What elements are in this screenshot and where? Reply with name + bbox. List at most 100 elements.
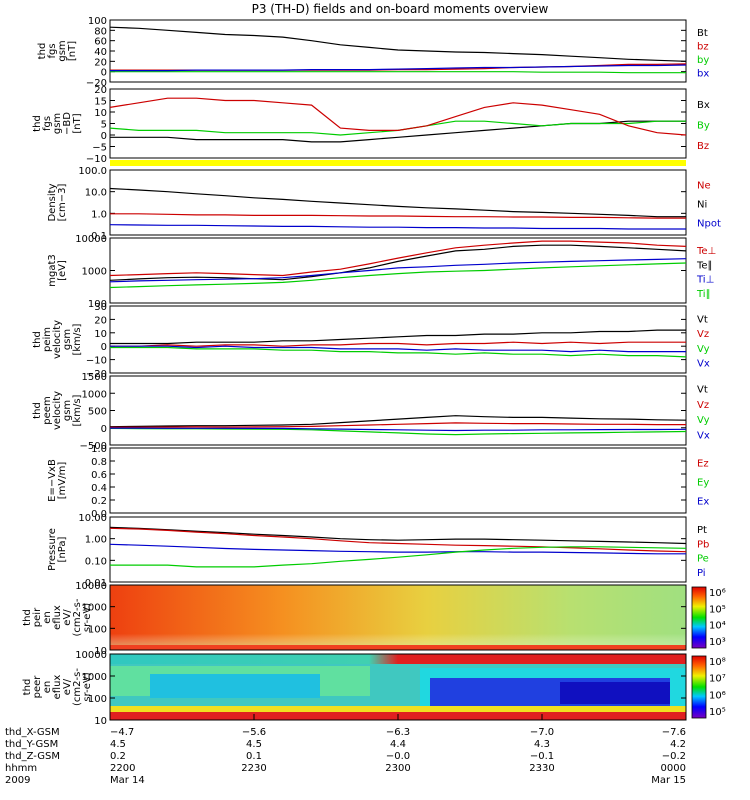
y-tick-label: 0 <box>101 131 107 142</box>
x-table-value: 0.1 <box>246 751 262 762</box>
y-tick-label: 1500 <box>82 372 107 383</box>
series-line <box>109 244 687 281</box>
y-tick-label: 100 <box>88 624 107 635</box>
y-tick-label: 0 <box>101 68 107 79</box>
y-axis-label: en <box>42 611 53 624</box>
y-tick-label: 10.00 <box>78 513 107 524</box>
heatmap-top-band <box>110 654 686 664</box>
y-tick-label: 0.01 <box>85 578 107 589</box>
legend-entry: Vx <box>697 430 710 441</box>
y-tick-label: 20 <box>94 315 107 326</box>
series-line <box>109 187 686 218</box>
series-line <box>110 346 687 358</box>
legend-entry: Te⊥ <box>696 246 716 257</box>
series-line <box>109 240 687 277</box>
y-tick-label: −10 <box>86 154 107 165</box>
legend-entry: Pi <box>697 568 706 579</box>
y-axis-label: −BD <box>62 112 73 135</box>
x-table-value: −7.6 <box>662 727 686 738</box>
series-line <box>109 415 687 428</box>
x-table-value: 4.5 <box>110 739 126 750</box>
y-tick-label: 100 <box>88 16 107 27</box>
y-tick-label: 1000 <box>82 672 107 683</box>
y-tick-label: 15 <box>94 97 107 108</box>
x-table-value: 2300 <box>385 763 410 774</box>
y-axis-label: eV/ <box>62 678 73 695</box>
y-axis-label: Pressure <box>47 528 58 571</box>
x-table-value: −0.1 <box>530 751 554 762</box>
heatmap-overlay <box>110 585 686 650</box>
y-axis-label: [eV] <box>57 260 68 281</box>
panel-peem_velocity: 1500 1000 500 0 −500 thd peem velocity gsm [km/s]… <box>32 372 710 452</box>
y-tick-label: 500 <box>88 407 107 418</box>
legend-entry: Ey <box>697 478 709 489</box>
y-axis-label: eflux <box>52 675 63 700</box>
y-axis-label: velocity <box>52 320 63 359</box>
colorbar <box>691 586 707 649</box>
y-axis-label: sr-eV) <box>82 603 93 632</box>
panel-peer_eflux: 10⁸ 10⁷ 10⁶ 10⁵ 10000 1000 100 10 thd peer en eflux… <box>22 650 726 727</box>
x-table-value: 2230 <box>241 763 266 774</box>
y-tick-label: 10 <box>94 646 107 657</box>
x-table-value: Mar 14 <box>110 775 145 786</box>
y-axis-label: E=−VxB <box>47 459 58 502</box>
legend-entry: Bx <box>697 100 710 111</box>
y-axis-label: Density <box>47 183 58 221</box>
legend-entry: Ni <box>697 200 707 211</box>
series-line <box>110 345 686 353</box>
y-axis-label: gsm <box>62 329 73 350</box>
x-table-row-label: 2009 <box>5 775 30 786</box>
series-line <box>110 64 687 72</box>
colorbar-label: 10⁶ <box>709 690 726 701</box>
series-line <box>109 543 686 555</box>
y-axis-label: en <box>42 681 53 694</box>
series-line <box>110 341 686 347</box>
y-tick-label: 40 <box>94 47 107 58</box>
colorbar-label: 10³ <box>709 637 726 648</box>
y-tick-label: 0.1 <box>91 231 107 242</box>
legend-entry: Bz <box>697 141 709 152</box>
y-tick-label: −5 <box>92 143 107 154</box>
x-table-value: 4.2 <box>670 739 686 750</box>
y-axis-label: velocity <box>52 391 63 430</box>
y-tick-label: 0.6 <box>91 470 107 481</box>
legend-entry: Pe <box>697 554 709 565</box>
y-tick-label: 0.0 <box>91 509 107 520</box>
x-table-value: −4.7 <box>110 727 134 738</box>
x-table-row-label: hhmm <box>5 763 37 774</box>
series-line <box>110 546 687 568</box>
panel-frame <box>109 584 687 651</box>
legend-entry: Npot <box>697 219 721 230</box>
x-table-value: 4.4 <box>390 739 406 750</box>
y-axis-label: sr-eV) <box>82 672 93 701</box>
colorbar-label: 10⁸ <box>709 657 726 668</box>
x-table-row-label: thd_X-GSM <box>5 727 60 738</box>
x-table-value: 2200 <box>110 763 135 774</box>
y-axis-label: [nPa] <box>57 536 68 562</box>
y-tick-label: 100 <box>88 694 107 705</box>
legend-entry: Bt <box>697 28 708 39</box>
series-line <box>110 120 686 143</box>
y-axis-label: eflux <box>52 605 63 630</box>
panel-pressure: 10.00 1.00 0.10 0.01 Pressure [nPa] Pt Pb Pe Pi <box>47 513 709 589</box>
y-axis-label: (cm2-s- <box>72 598 83 636</box>
legend-entry: Ti⊥ <box>696 275 714 286</box>
y-tick-label: 10 <box>94 716 107 727</box>
panel-temperature: 10000 1000 100 mgat3 [eV] Te⊥ Te∥ Ti⊥ Ti∥ <box>47 234 716 310</box>
y-tick-label: −20 <box>86 369 107 380</box>
y-tick-label: −20 <box>86 78 107 89</box>
y-tick-label: 60 <box>94 37 107 48</box>
series-line <box>109 97 687 136</box>
y-tick-label: 0 <box>101 342 107 353</box>
y-tick-label: 1000 <box>82 389 107 400</box>
y-axis-label: thd <box>22 609 33 626</box>
panel-frame <box>109 305 687 374</box>
y-axis-label: gsm <box>57 40 68 61</box>
panel-peir_eflux: 10⁶ 10⁵ 10⁴ 10³ 10000 1000 100 10 thd peir en eflux… <box>22 581 726 657</box>
y-tick-label: 0.8 <box>91 457 107 468</box>
y-tick-label: 1.0 <box>91 209 107 220</box>
